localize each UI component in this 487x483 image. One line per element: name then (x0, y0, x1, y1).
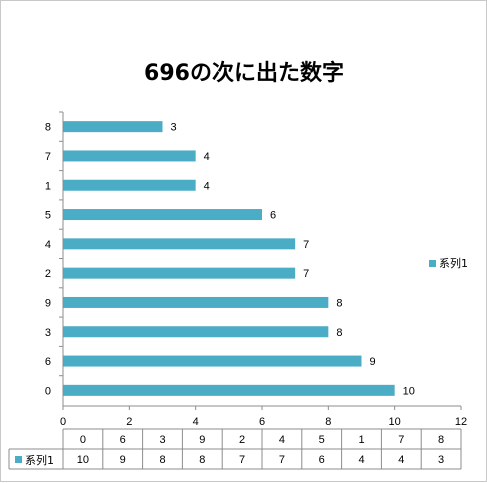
bar (63, 238, 296, 250)
data-label: 10 (403, 385, 415, 397)
bar (63, 267, 296, 279)
data-label: 4 (204, 180, 210, 192)
bar (63, 150, 196, 162)
category-label: 4 (45, 239, 51, 251)
value-tick-label: 12 (455, 416, 467, 428)
bar (63, 209, 262, 221)
table-header-cell: 7 (398, 434, 404, 446)
legend: 系列1 (429, 256, 468, 270)
data-label: 9 (370, 356, 376, 368)
data-label: 6 (270, 210, 276, 222)
table-value-cell: 4 (358, 454, 364, 466)
value-tick-label: 0 (60, 416, 66, 428)
data-label: 3 (171, 122, 177, 134)
category-label: 2 (45, 268, 51, 280)
table-header-cell: 5 (319, 434, 325, 446)
table-header-cell: 0 (80, 434, 86, 446)
bar (63, 355, 362, 367)
category-label: 9 (45, 297, 51, 309)
table-legend-swatch (15, 456, 22, 463)
category-label: 8 (45, 122, 51, 134)
bar (63, 121, 163, 133)
table-header-cell: 8 (438, 434, 444, 446)
data-label: 7 (303, 268, 309, 280)
data-table: 0 10 6 9 3 8 9 8 2 7 4 7 5 6 1 4 7 4 8 3 系列1 (8, 428, 462, 470)
category-label: 1 (45, 180, 51, 192)
table-value-cell: 6 (319, 454, 325, 466)
table-header-cell: 3 (159, 434, 165, 446)
value-tick-label: 6 (259, 416, 265, 428)
bar (63, 326, 329, 338)
data-label: 7 (303, 239, 309, 251)
data-label: 8 (336, 327, 342, 339)
table-value-cell: 4 (398, 454, 404, 466)
table-value-cell: 9 (120, 454, 126, 466)
legend-label: 系列1 (439, 256, 468, 270)
data-label: 4 (204, 151, 210, 163)
value-axis: 0 6 3 9 2 4 5 1 7 8 0 2 4 6 8 10 12 (45, 111, 467, 428)
table-series-label: 系列1 (25, 453, 54, 467)
category-label: 3 (45, 327, 51, 339)
table-header-cell: 6 (120, 434, 126, 446)
chart-title: 696の次に出た数字 (144, 60, 344, 86)
value-tick-label: 2 (126, 416, 132, 428)
table-header-cell: 4 (279, 434, 285, 446)
table-header-cell: 9 (199, 434, 205, 446)
table-value-cell: 3 (438, 454, 444, 466)
value-tick-label: 8 (325, 416, 331, 428)
value-tick-label: 10 (389, 416, 401, 428)
category-label: 7 (45, 151, 51, 163)
data-label: 8 (336, 297, 342, 309)
table-header-cell: 2 (239, 434, 245, 446)
bar (63, 296, 329, 308)
category-label: 5 (45, 210, 51, 222)
value-tick-label: 4 (193, 416, 199, 428)
table-value-cell: 7 (279, 454, 285, 466)
table-value-cell: 8 (159, 454, 165, 466)
category-label: 6 (45, 356, 51, 368)
category-label: 0 (45, 385, 51, 397)
table-value-cell: 10 (77, 454, 89, 466)
bar (63, 179, 196, 191)
table-value-cell: 8 (199, 454, 205, 466)
legend-swatch (429, 260, 436, 267)
table-header-cell: 1 (358, 434, 364, 446)
plot-area: 10 9 8 8 7 7 6 4 4 3 (63, 121, 415, 397)
bar (63, 384, 395, 396)
table-value-cell: 7 (239, 454, 245, 466)
